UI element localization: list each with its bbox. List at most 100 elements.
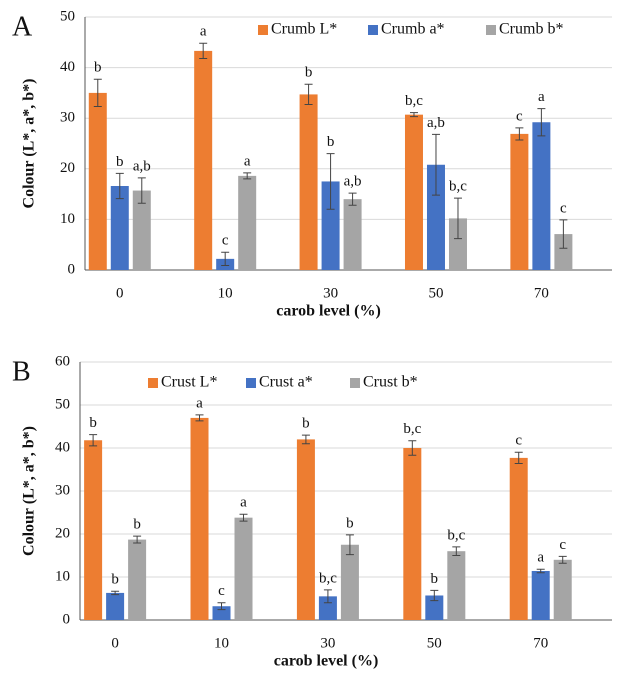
significance-letter: b bbox=[302, 416, 310, 432]
legend-swatch bbox=[486, 25, 496, 35]
bar bbox=[190, 417, 209, 620]
x-tick-label: 30 bbox=[320, 635, 335, 651]
error-bar bbox=[558, 555, 567, 564]
y-tick-label: 40 bbox=[55, 439, 70, 455]
error-bar bbox=[408, 440, 417, 456]
significance-letter: b bbox=[111, 572, 119, 588]
significance-letter: b bbox=[89, 415, 97, 431]
legend-label: Crust b* bbox=[363, 374, 418, 391]
y-tick-label: 30 bbox=[55, 482, 70, 498]
error-bar bbox=[304, 83, 313, 106]
legend-label: Crumb a* bbox=[381, 21, 445, 38]
bar bbox=[128, 539, 147, 620]
x-tick-label: 50 bbox=[427, 635, 442, 651]
error-bar bbox=[323, 589, 332, 604]
error-bar bbox=[239, 513, 248, 522]
bar bbox=[531, 570, 550, 620]
significance-letter: a,b bbox=[427, 115, 445, 131]
error-bar bbox=[452, 546, 461, 556]
significance-letter: c bbox=[516, 108, 523, 124]
error-bar bbox=[195, 414, 204, 422]
x-tick-label: 0 bbox=[111, 635, 119, 651]
bar bbox=[532, 122, 551, 270]
legend-swatch bbox=[258, 25, 268, 35]
panel-label: B bbox=[12, 356, 31, 387]
significance-letter: a bbox=[537, 550, 544, 566]
x-tick-label: 30 bbox=[323, 285, 338, 301]
error-bar bbox=[137, 177, 146, 204]
significance-letter: c bbox=[559, 537, 566, 553]
error-bar bbox=[431, 133, 440, 196]
significance-letter: a bbox=[538, 89, 545, 105]
bar bbox=[110, 186, 129, 270]
significance-letter: a,b bbox=[344, 174, 362, 190]
x-axis-title: carob level (%) bbox=[276, 303, 381, 320]
error-bar bbox=[453, 197, 462, 240]
bar bbox=[212, 606, 231, 620]
significance-letter: b bbox=[327, 134, 335, 150]
bar bbox=[447, 551, 466, 620]
bar bbox=[88, 92, 107, 271]
y-tick-label: 0 bbox=[63, 611, 71, 627]
x-tick-label: 70 bbox=[533, 635, 548, 651]
significance-letter: b,c bbox=[403, 421, 421, 437]
bar bbox=[106, 592, 125, 620]
error-bar bbox=[514, 451, 523, 464]
bar bbox=[296, 439, 315, 620]
error-bar bbox=[409, 112, 418, 118]
x-tick-label: 10 bbox=[218, 285, 233, 301]
significance-letter: a bbox=[200, 24, 207, 40]
significance-letter: a bbox=[240, 495, 247, 511]
significance-letter: b bbox=[431, 571, 439, 587]
error-bar bbox=[301, 434, 310, 445]
error-bar bbox=[243, 172, 252, 180]
y-tick-label: 50 bbox=[60, 8, 75, 24]
significance-letter: b bbox=[346, 515, 354, 531]
error-bar bbox=[111, 590, 120, 596]
bar bbox=[425, 595, 444, 620]
y-tick-label: 30 bbox=[60, 110, 75, 126]
y-tick-label: 20 bbox=[55, 525, 70, 541]
y-tick-label: 20 bbox=[60, 160, 75, 176]
y-tick-label: 40 bbox=[60, 59, 75, 75]
bar bbox=[554, 234, 573, 270]
legend-swatch bbox=[368, 25, 378, 35]
legend-swatch bbox=[148, 378, 158, 388]
panel-label: A bbox=[12, 11, 33, 42]
error-bar bbox=[345, 534, 354, 556]
x-tick-label: 10 bbox=[214, 635, 229, 651]
bar bbox=[238, 175, 257, 270]
significance-letter: c bbox=[222, 233, 229, 249]
legend-swatch bbox=[350, 378, 360, 388]
error-bar bbox=[515, 127, 524, 141]
error-bar bbox=[221, 251, 230, 266]
error-bar bbox=[430, 589, 439, 602]
error-bar bbox=[93, 78, 102, 108]
error-bar bbox=[199, 42, 208, 59]
bar bbox=[318, 596, 337, 620]
bar bbox=[553, 559, 572, 620]
bar bbox=[403, 448, 422, 620]
error-bar bbox=[89, 434, 98, 447]
y-tick-label: 0 bbox=[68, 261, 76, 277]
bar bbox=[321, 181, 340, 270]
significance-letter: b bbox=[133, 517, 141, 533]
legend-swatch bbox=[246, 378, 256, 388]
bar bbox=[343, 199, 362, 270]
bar bbox=[509, 457, 528, 620]
bar bbox=[340, 544, 359, 620]
error-bar bbox=[217, 602, 226, 611]
error-bar bbox=[537, 108, 546, 137]
x-tick-label: 0 bbox=[116, 285, 124, 301]
significance-letter: c bbox=[515, 433, 522, 449]
significance-letter: b,c bbox=[405, 93, 423, 109]
significance-letter: b,c bbox=[447, 527, 465, 543]
error-bar bbox=[559, 219, 568, 249]
significance-letter: a,b bbox=[133, 158, 151, 174]
significance-letter: b,c bbox=[449, 179, 467, 195]
significance-letter: c bbox=[218, 583, 225, 599]
error-bar bbox=[133, 535, 142, 544]
bar bbox=[426, 164, 445, 270]
y-axis-title: Colour (L*, a*, b*) bbox=[21, 426, 38, 556]
